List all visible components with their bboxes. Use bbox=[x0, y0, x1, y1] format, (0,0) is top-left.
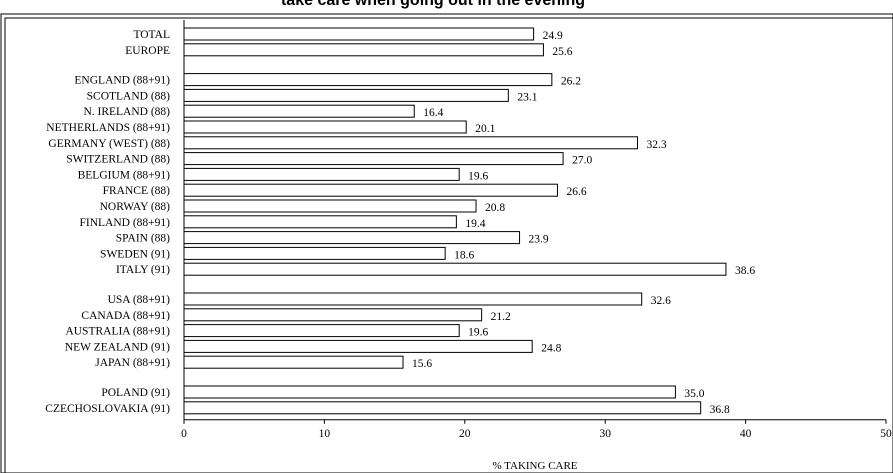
bar bbox=[183, 262, 727, 276]
value-label: 27.0 bbox=[572, 155, 592, 167]
bar bbox=[183, 120, 467, 134]
bar bbox=[183, 152, 564, 166]
category-label: SPAIN (88) bbox=[116, 233, 170, 245]
bar bbox=[183, 231, 521, 245]
category-label: SWITZERLAND (88) bbox=[66, 154, 170, 166]
bar bbox=[183, 167, 460, 181]
value-label: 23.1 bbox=[517, 91, 537, 103]
value-label: 36.8 bbox=[710, 404, 730, 416]
value-label: 16.4 bbox=[423, 107, 443, 119]
bar bbox=[183, 183, 558, 197]
bar bbox=[183, 199, 477, 213]
category-label: GERMANY (WEST) (88) bbox=[48, 138, 170, 150]
bar bbox=[183, 73, 553, 87]
bar bbox=[183, 308, 483, 322]
category-label: SWEDEN (91) bbox=[100, 248, 170, 260]
category-label: CANADA (88+91) bbox=[81, 310, 170, 322]
value-label: 19.4 bbox=[465, 218, 485, 230]
x-tick-label: 50 bbox=[880, 428, 892, 440]
category-label: JAPAN (88+91) bbox=[95, 357, 170, 369]
outer-frame bbox=[0, 13, 893, 473]
bar bbox=[183, 401, 702, 415]
value-label: 21.2 bbox=[491, 311, 511, 323]
category-label: ENGLAND (88+91) bbox=[74, 75, 170, 87]
value-label: 24.9 bbox=[543, 30, 563, 42]
value-label: 19.6 bbox=[468, 170, 488, 182]
bar bbox=[183, 339, 533, 353]
bar bbox=[183, 292, 643, 306]
bar bbox=[183, 355, 404, 369]
category-label: SCOTLAND (88) bbox=[87, 90, 171, 102]
x-tick-label: 30 bbox=[599, 428, 611, 440]
category-label: CZECHOSLOVAKIA (91) bbox=[45, 403, 170, 415]
value-label: 24.8 bbox=[541, 342, 561, 354]
bar bbox=[183, 385, 676, 399]
bar bbox=[183, 136, 638, 150]
x-tick-label: 20 bbox=[459, 428, 471, 440]
bar bbox=[183, 27, 535, 41]
x-tick-label: 0 bbox=[181, 428, 187, 440]
bar bbox=[183, 43, 544, 57]
value-label: 35.0 bbox=[684, 388, 704, 400]
category-label: ITALY (91) bbox=[116, 264, 170, 276]
value-label: 15.6 bbox=[412, 358, 432, 370]
value-label: 23.9 bbox=[529, 234, 549, 246]
value-label: 38.6 bbox=[735, 265, 755, 277]
category-label: POLAND (91) bbox=[101, 387, 170, 399]
value-label: 20.1 bbox=[475, 123, 495, 135]
category-label: NORWAY (88) bbox=[100, 201, 171, 213]
value-label: 26.6 bbox=[566, 186, 586, 198]
chart-title: take care when going out in the evening bbox=[281, 0, 585, 9]
value-label: 32.6 bbox=[651, 295, 671, 307]
x-tick-label: 10 bbox=[319, 428, 331, 440]
value-label: 25.6 bbox=[552, 46, 572, 58]
category-label: N. IRELAND (88) bbox=[83, 106, 170, 118]
x-axis-label: % TAKING CARE bbox=[492, 460, 577, 472]
inner-frame bbox=[4, 17, 893, 473]
x-axis: 0 10 20 30 40 50 bbox=[181, 20, 892, 440]
bar bbox=[183, 104, 415, 118]
category-label: TOTAL bbox=[133, 29, 170, 41]
category-label: NEW ZEALAND (91) bbox=[65, 341, 170, 353]
category-label: USA (88+91) bbox=[108, 294, 171, 306]
category-label: NETHERLANDS (88+91) bbox=[46, 122, 170, 134]
x-tick-label: 40 bbox=[740, 428, 752, 440]
bar bbox=[183, 246, 446, 260]
category-label: EUROPE bbox=[125, 45, 170, 57]
category-label: FRANCE (88) bbox=[103, 185, 171, 197]
category-label: FINLAND (88+91) bbox=[80, 217, 171, 229]
value-label: 26.2 bbox=[561, 76, 581, 88]
bar bbox=[183, 324, 460, 338]
bar bbox=[183, 215, 457, 229]
bar bbox=[183, 88, 509, 102]
value-label: 19.6 bbox=[468, 327, 488, 339]
value-label: 32.3 bbox=[646, 139, 666, 151]
category-label: AUSTRALIA (88+91) bbox=[65, 326, 170, 338]
category-label: BELGIUM (88+91) bbox=[78, 169, 171, 181]
bars-layer: TOTAL 24.9 EUROPE 25.6 ENGLAND (88+91) 26.2 SC… bbox=[45, 27, 755, 416]
value-label: 20.8 bbox=[485, 202, 505, 214]
value-label: 18.6 bbox=[454, 249, 474, 261]
